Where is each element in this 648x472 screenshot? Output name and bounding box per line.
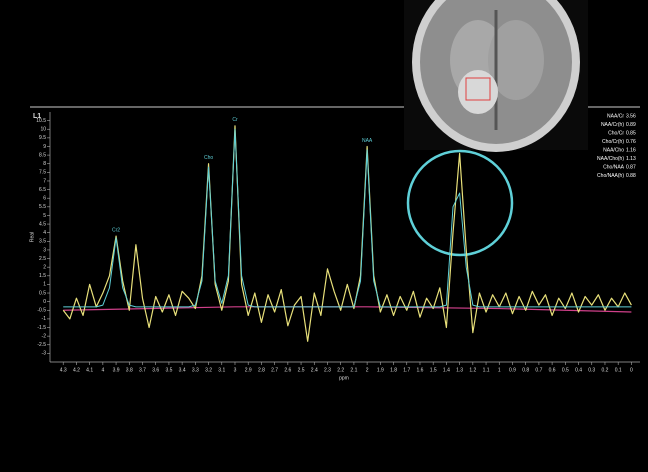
x-tick-label: 2 <box>366 367 369 373</box>
lesion <box>458 70 498 114</box>
ratio-name: NAA/Cho <box>603 147 624 153</box>
x-tick-label: 2.3 <box>324 367 331 373</box>
peak-label: NAA <box>362 138 373 144</box>
x-tick-label: 2.8 <box>258 367 265 373</box>
x-tick-label: 0.8 <box>522 367 529 373</box>
x-tick-label: 0.2 <box>601 367 608 373</box>
x-tick-label: 1.1 <box>483 367 490 373</box>
y-tick-label: 3.5 <box>39 239 46 245</box>
y-tick-label: 3 <box>43 247 46 253</box>
x-tick-label: 1.5 <box>430 367 437 373</box>
y-tick-label: 0 <box>43 299 46 305</box>
x-tick-label: 2.7 <box>271 367 278 373</box>
y-tick-label: 4 <box>43 230 46 236</box>
y-tick-label: 1.5 <box>39 273 46 279</box>
ratio-name: Cho/NAA(h) <box>597 173 624 179</box>
x-tick-label: 4.3 <box>60 367 67 373</box>
ratio-value: 0.88 <box>626 173 636 179</box>
y-tick-label: 5.5 <box>39 204 46 210</box>
ratio-value: 0.87 <box>626 164 636 170</box>
y-tick-label: 0.5 <box>39 290 46 296</box>
mri-image <box>404 0 588 152</box>
x-tick-label: 2.5 <box>298 367 305 373</box>
x-tick-label: 3.9 <box>113 367 120 373</box>
y-tick-label: 5 <box>43 213 46 219</box>
x-tick-label: 2.1 <box>350 367 357 373</box>
y-tick-label: 1 <box>43 282 46 288</box>
x-tick-label: 1.7 <box>403 367 410 373</box>
ratio-name: Cho/NAA <box>603 164 625 170</box>
x-tick-label: 1.8 <box>390 367 397 373</box>
x-tick-label: 1.4 <box>443 367 450 373</box>
y-tick-label: -1.5 <box>37 325 46 331</box>
x-tick-label: 4.1 <box>86 367 93 373</box>
x-tick-label: 0.1 <box>615 367 622 373</box>
y-tick-label: 10.5 <box>36 118 46 124</box>
x-tick-label: 0.5 <box>562 367 569 373</box>
peak-label: Cr <box>232 117 238 123</box>
ratio-value: 0.85 <box>626 130 636 136</box>
ratio-name: NAA/Cr(h) <box>601 122 624 128</box>
ratio-value: 0.89 <box>626 122 636 128</box>
peak-label: Cho <box>204 155 213 161</box>
x-tick-label: 1.3 <box>456 367 463 373</box>
ratio-name: Cho/Cr(h) <box>602 139 624 145</box>
x-tick-label: 2.6 <box>284 367 291 373</box>
ratio-value: 1.16 <box>626 147 636 153</box>
y-tick-label: 10 <box>40 127 46 133</box>
x-tick-label: 3.5 <box>165 367 172 373</box>
x-axis-label: ppm <box>339 375 349 381</box>
y-tick-label: 9.5 <box>39 135 46 141</box>
y-tick-label: 4.5 <box>39 221 46 227</box>
y-tick-label: -0.5 <box>37 308 46 314</box>
y-tick-label: 6 <box>43 196 46 202</box>
ratio-name: NAA/Cr <box>607 113 624 119</box>
x-tick-label: 3.1 <box>218 367 225 373</box>
x-tick-label: 1 <box>498 367 501 373</box>
ratio-value: 0.76 <box>626 139 636 145</box>
ratio-value: 1.13 <box>626 156 636 162</box>
x-tick-label: 0.7 <box>535 367 542 373</box>
x-tick-label: 0.4 <box>575 367 582 373</box>
x-tick-label: 3.3 <box>192 367 199 373</box>
y-tick-label: -2 <box>42 333 47 339</box>
x-tick-label: 1.2 <box>469 367 476 373</box>
y-tick-label: 7 <box>43 178 46 184</box>
x-tick-label: 0.3 <box>588 367 595 373</box>
x-tick-label: 4.2 <box>73 367 80 373</box>
x-tick-label: 1.9 <box>377 367 384 373</box>
x-tick-label: 3.4 <box>179 367 186 373</box>
y-tick-label: 9 <box>43 144 46 150</box>
x-tick-label: 3.2 <box>205 367 212 373</box>
y-axis-label: Real <box>29 232 35 242</box>
peak-label: Cr2 <box>112 227 120 233</box>
y-tick-label: 6.5 <box>39 187 46 193</box>
x-tick-label: 4 <box>101 367 104 373</box>
y-tick-label: -2.5 <box>37 342 46 348</box>
y-tick-label: 8 <box>43 161 46 167</box>
x-tick-label: 3.7 <box>139 367 146 373</box>
y-tick-label: 8.5 <box>39 152 46 158</box>
x-tick-label: 0.6 <box>549 367 556 373</box>
x-tick-label: 2.4 <box>311 367 318 373</box>
ratio-value: 3.56 <box>626 113 636 119</box>
y-tick-label: 7.5 <box>39 170 46 176</box>
x-tick-label: 3.6 <box>152 367 159 373</box>
ratio-name: NAA/Cho(h) <box>597 156 624 162</box>
x-tick-label: 3.8 <box>126 367 133 373</box>
y-tick-label: -1 <box>42 316 47 322</box>
y-tick-label: -3 <box>42 351 47 357</box>
x-tick-label: 0.9 <box>509 367 516 373</box>
x-tick-label: 2.2 <box>337 367 344 373</box>
ratio-name: Cho/Cr <box>608 130 624 136</box>
x-tick-label: 1.6 <box>417 367 424 373</box>
x-tick-label: 0 <box>630 367 633 373</box>
y-tick-label: 2.5 <box>39 256 46 262</box>
x-tick-label: 3 <box>234 367 237 373</box>
x-tick-label: 2.9 <box>245 367 252 373</box>
y-tick-label: 2 <box>43 265 46 271</box>
screen: L1 Real ppm NAA/Cr3.56NAA/Cr(h)0.89Cho/C… <box>0 0 648 472</box>
